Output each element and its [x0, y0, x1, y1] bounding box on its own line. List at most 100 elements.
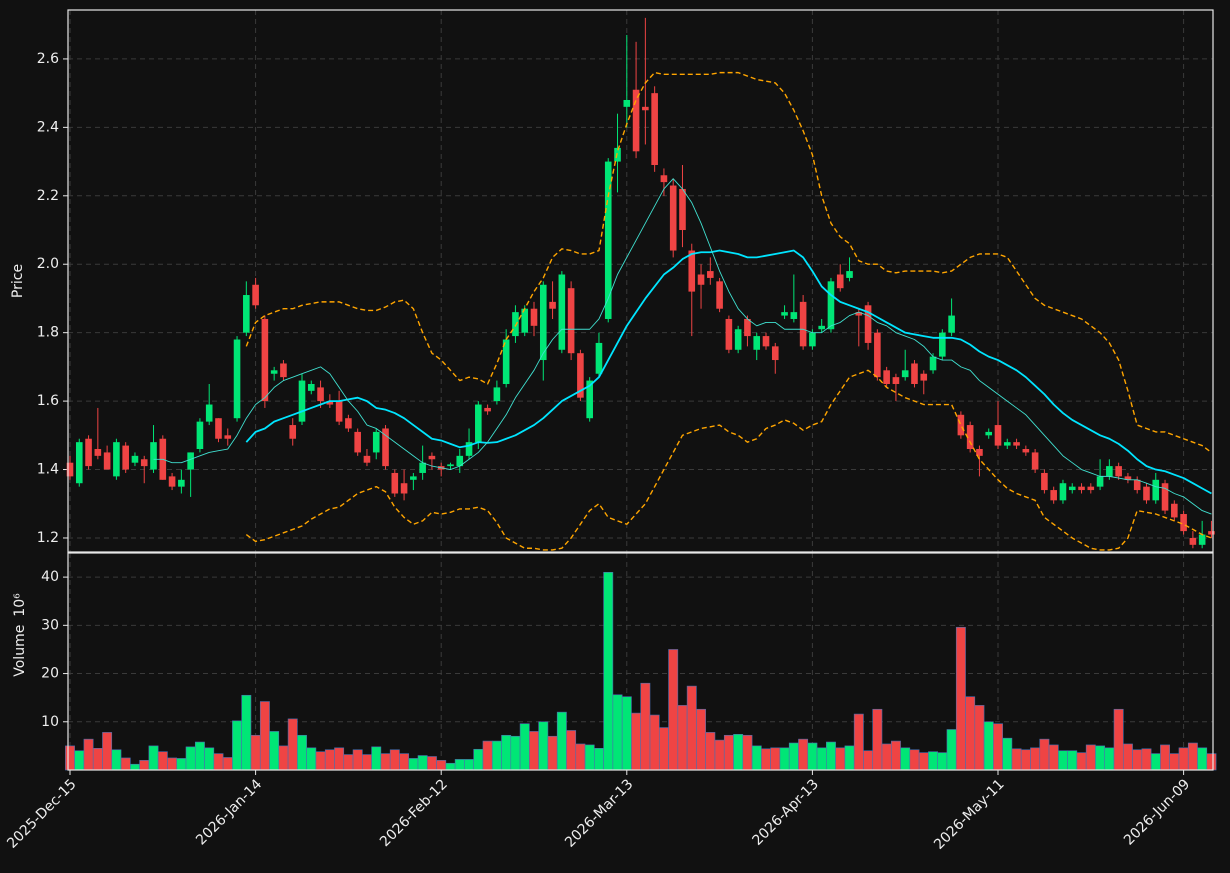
- volume-bar: [890, 740, 901, 771]
- candle-body: [335, 401, 343, 422]
- candle-body: [178, 479, 185, 487]
- candle-body: [484, 407, 491, 412]
- volume-bar: [389, 749, 400, 771]
- volume-bar: [993, 723, 1003, 771]
- volume-bar: [1048, 744, 1059, 771]
- candle-body: [846, 271, 853, 278]
- candle-body: [187, 452, 194, 470]
- candle-body: [1096, 476, 1104, 487]
- volume-bar: [1150, 753, 1161, 771]
- candle-body: [642, 106, 649, 111]
- volume-bar: [1122, 743, 1133, 771]
- volume-bar: [1104, 747, 1115, 771]
- candle-body: [920, 373, 928, 381]
- volume-bar: [946, 729, 957, 771]
- volume-bar: [649, 714, 660, 771]
- volume-bar: [1095, 745, 1106, 771]
- volume-bar: [974, 705, 985, 771]
- candle-body: [744, 318, 751, 337]
- volume-bar: [835, 747, 846, 771]
- volume-bar: [761, 748, 771, 771]
- candle-body: [94, 449, 102, 456]
- candle-body: [966, 425, 974, 450]
- y-tick-label: 1.4: [37, 462, 59, 478]
- candle-body: [224, 435, 232, 439]
- candle-body: [985, 431, 993, 436]
- volume-bar: [844, 745, 855, 771]
- candle-body: [205, 404, 213, 422]
- candle-body: [465, 442, 473, 456]
- volume-bar: [157, 751, 168, 771]
- volume-bar: [1030, 747, 1041, 771]
- volume-label: Volume: [12, 625, 28, 677]
- y-tick-label: 2.2: [37, 188, 59, 204]
- overlay-line: [245, 71, 1212, 453]
- volume-bar: [501, 734, 512, 771]
- volume-bar: [120, 757, 131, 771]
- overlay-line: [245, 249, 1212, 495]
- volume-bar: [547, 735, 558, 771]
- candle-body: [669, 185, 677, 251]
- candle-body: [307, 383, 315, 391]
- volume-bars: [65, 571, 1217, 771]
- y-tick-label: 1.8: [37, 325, 59, 341]
- candle-body: [799, 301, 807, 347]
- candle-body: [725, 318, 733, 350]
- candle-body: [864, 305, 872, 343]
- volume-bar: [148, 745, 159, 771]
- candle-body: [809, 332, 816, 347]
- volume-bar: [779, 747, 790, 771]
- volume-bar: [1058, 750, 1068, 771]
- candle-body: [1050, 490, 1057, 501]
- y-tick-label: 2.6: [37, 51, 59, 67]
- candle-body: [140, 459, 148, 467]
- volume-bar: [751, 745, 762, 771]
- volume-bar: [770, 747, 781, 771]
- volume-bar: [816, 747, 827, 771]
- volume-bar: [83, 738, 94, 771]
- volume-bar: [1085, 744, 1096, 771]
- volume-bar: [1011, 748, 1022, 771]
- volume-bar: [909, 749, 920, 771]
- volume-bar: [371, 746, 382, 771]
- volume-bar: [1039, 738, 1050, 771]
- volume-bar: [297, 734, 307, 771]
- candle-body: [1161, 483, 1169, 511]
- candle-body: [1143, 486, 1150, 501]
- candle-body: [354, 431, 361, 453]
- candle-body: [382, 428, 389, 467]
- volume-bar: [454, 759, 465, 771]
- volume-unit: 10⁶: [12, 593, 28, 617]
- volume-bar: [594, 747, 604, 771]
- volume-bar: [1187, 742, 1198, 771]
- candle-body: [1022, 449, 1030, 453]
- volume-bar: [696, 708, 706, 771]
- candle-body: [270, 370, 278, 374]
- candle-body: [215, 418, 222, 439]
- candle-body: [1031, 452, 1039, 470]
- volume-bar: [222, 757, 233, 771]
- price-axes-frame: [67, 9, 1214, 553]
- candle-body: [567, 288, 575, 354]
- y-tick-label: 2.4: [37, 119, 59, 135]
- volume-bar: [519, 723, 530, 771]
- candle-body: [280, 363, 287, 378]
- candle-body: [66, 462, 74, 477]
- candle-body: [771, 346, 779, 361]
- volume-bar: [1160, 744, 1170, 771]
- volume-bar: [473, 748, 484, 771]
- candle-body: [1198, 534, 1206, 545]
- candle-body: [892, 377, 900, 384]
- volume-bar: [269, 731, 280, 771]
- volume-bar: [853, 713, 864, 771]
- candle-body: [103, 452, 111, 470]
- volume-bar: [566, 730, 577, 771]
- volume-bar: [918, 752, 929, 771]
- volume-bar: [417, 755, 428, 771]
- candle-body: [679, 188, 686, 231]
- volume-bar: [334, 747, 345, 771]
- candle-body: [558, 274, 566, 350]
- volume-bar: [74, 750, 85, 771]
- volume-bar: [204, 747, 215, 771]
- candle-body: [586, 380, 593, 419]
